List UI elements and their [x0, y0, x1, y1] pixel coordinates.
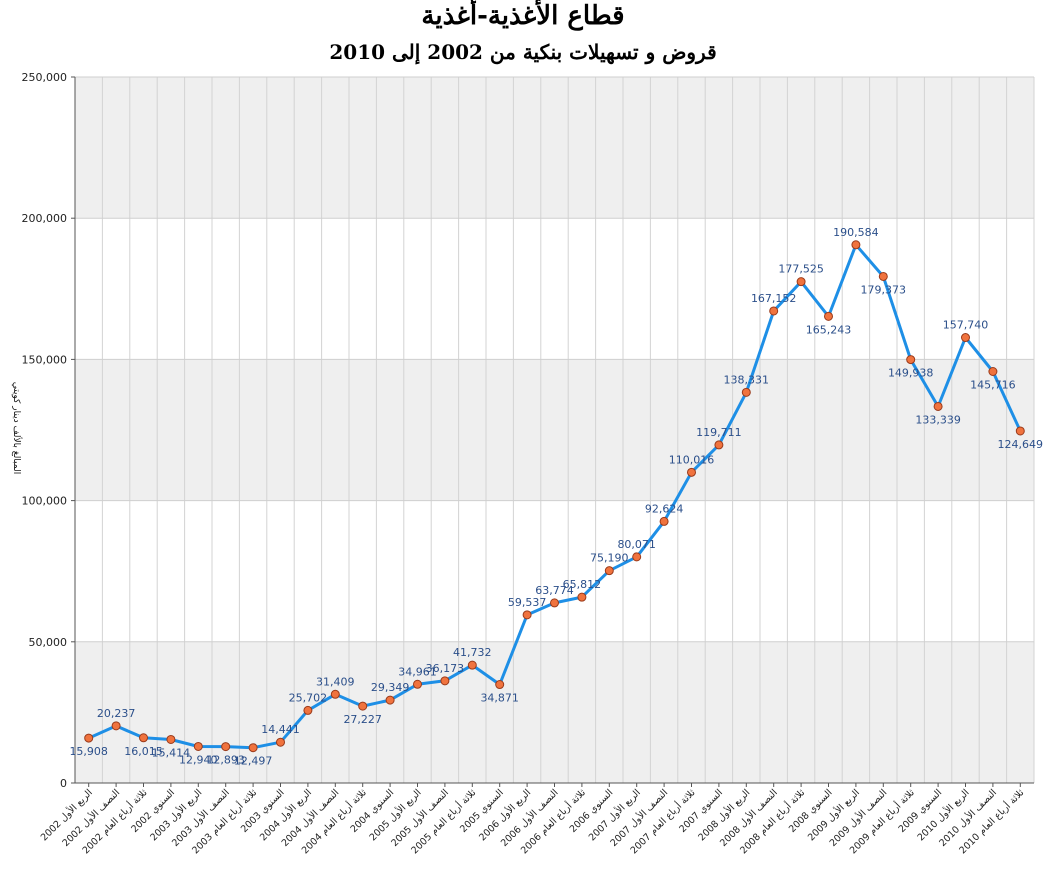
data-label: 12,893: [206, 754, 245, 767]
data-point: [193, 741, 203, 751]
data-label: 177,525: [778, 263, 824, 276]
data-point: [330, 689, 340, 699]
data-point: [988, 366, 998, 376]
data-label: 34,961: [398, 665, 437, 678]
plot-band: [75, 641, 1034, 783]
data-label: 80,071: [617, 538, 656, 551]
plot-band: [75, 359, 1034, 501]
data-point: [248, 743, 258, 753]
y-tick-label: 0: [60, 777, 67, 790]
data-label: 36,173: [426, 662, 465, 675]
data-label: 124,649: [998, 438, 1044, 451]
data-point: [824, 311, 833, 321]
plot-band: [75, 77, 1034, 219]
data-label: 31,409: [316, 675, 355, 688]
data-label: 63,774: [535, 584, 574, 597]
data-point: [84, 733, 94, 743]
data-label: 133,339: [915, 413, 961, 426]
data-label: 41,732: [453, 646, 492, 659]
data-label: 12,940: [179, 753, 218, 766]
data-label: 138,331: [724, 373, 770, 386]
chart-title: قطاع الأغذية-أغذية: [421, 1, 625, 31]
data-label: 190,584: [833, 226, 879, 239]
data-label: 16,015: [124, 745, 163, 758]
data-point: [961, 333, 970, 343]
data-label: 25,702: [289, 691, 328, 704]
y-tick-label: 100,000: [22, 495, 68, 508]
data-point: [111, 721, 121, 731]
data-point: [467, 660, 477, 670]
data-point: [906, 355, 916, 365]
data-point: [659, 516, 669, 526]
y-tick-label: 50,000: [29, 636, 68, 649]
data-labels: 15,908 20,237 16,01515,41412,94012,89312,4…: [69, 226, 1043, 768]
data-point: [714, 440, 724, 450]
y-tick-label: 200,000: [22, 212, 68, 225]
data-label: 20,237: [97, 707, 136, 720]
y-tick-label: 150,000: [22, 353, 68, 366]
data-point: [604, 566, 614, 576]
data-point: [878, 271, 888, 281]
data-label: 27,227: [343, 713, 382, 726]
data-point: [1015, 426, 1025, 436]
plot-band: [75, 500, 1034, 642]
plot-bands: [75, 77, 1034, 783]
data-label: 179,373: [861, 283, 907, 296]
data-point: [385, 695, 395, 705]
data-point: [796, 277, 806, 287]
data-point: [413, 679, 422, 689]
data-point: [550, 598, 559, 608]
data-label: 65,812: [563, 578, 602, 591]
data-point: [741, 387, 751, 397]
data-point: [276, 737, 285, 747]
data-label: 165,243: [806, 323, 852, 336]
data-label: 149,938: [888, 367, 934, 380]
data-label: 14,441: [261, 723, 300, 736]
data-point: [577, 592, 587, 602]
data-point: [522, 610, 532, 620]
data-point: [851, 240, 861, 250]
data-label: 167,152: [751, 292, 797, 305]
data-label: 145,716: [970, 378, 1016, 391]
data-point: [632, 552, 642, 562]
data-label: 15,414: [152, 746, 191, 759]
y-axis-ticks: 0 50,000 100,000 150,000 200,000 250,000: [22, 71, 75, 790]
y-tick-label: 250,000: [22, 71, 68, 84]
data-label: 12,497: [234, 755, 273, 768]
data-label: 75,190: [590, 552, 629, 565]
data-label: 157,740: [943, 319, 989, 332]
data-point: [303, 705, 313, 715]
data-label: 29,349: [371, 681, 410, 694]
data-markers: [84, 240, 1025, 753]
data-label: 34,871: [480, 692, 519, 705]
plot-band: [75, 218, 1034, 360]
data-label: 59,537: [508, 596, 547, 609]
data-point: [495, 680, 505, 690]
data-label: 110,016: [669, 453, 715, 466]
data-point: [769, 306, 779, 316]
grid-lines: [74, 76, 1035, 784]
y-axis-label: المبالغ بالألف دينار كويتي: [11, 382, 23, 474]
data-point: [221, 742, 231, 752]
data-label: 119,711: [696, 426, 742, 439]
data-point: [166, 734, 176, 744]
data-point: [933, 401, 943, 411]
data-label: 92,624: [645, 502, 684, 515]
data-point: [358, 701, 368, 711]
data-point: [139, 733, 148, 743]
data-point: [440, 676, 450, 686]
data-point: [687, 467, 696, 477]
chart-subtitle: قروض و تسهيلات بنكية من 2002 إلى 2010: [329, 40, 717, 64]
data-label: 15,908: [69, 745, 108, 758]
